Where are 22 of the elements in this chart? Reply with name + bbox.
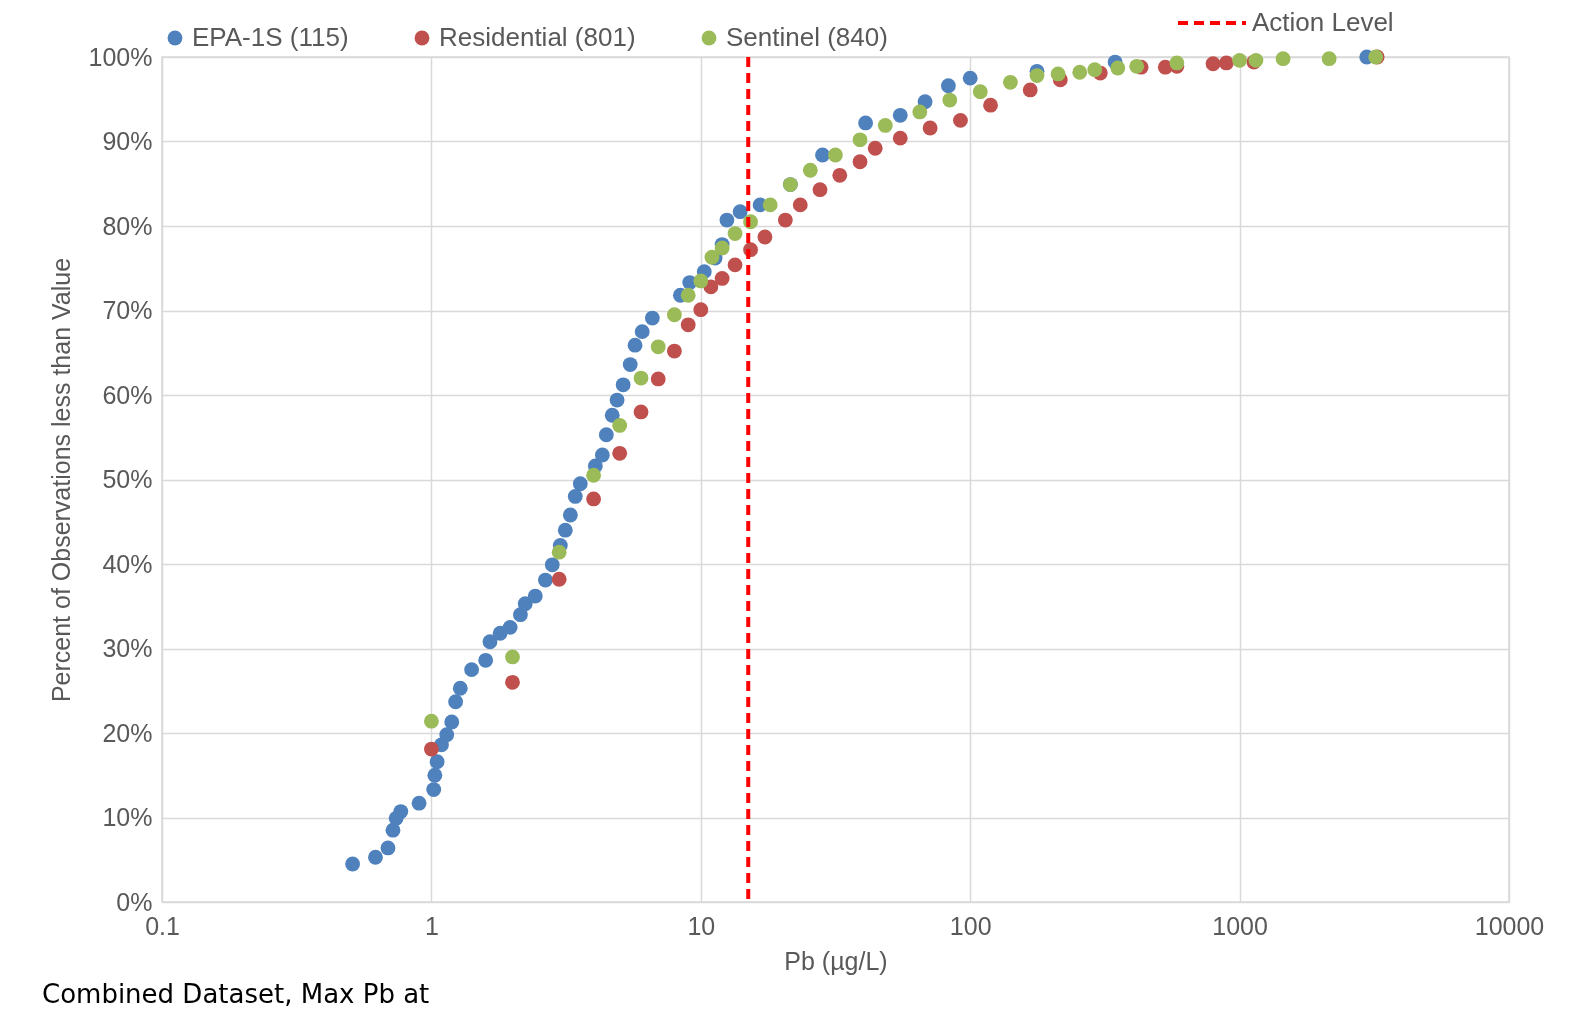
- y-tick-label: 30%: [102, 634, 153, 662]
- x-tick-label: 10: [687, 911, 716, 940]
- y-axis-title: Percent of Observations less than Value: [46, 257, 75, 703]
- y-tick-label: 40%: [102, 549, 153, 578]
- y-tick-label: 100%: [88, 42, 153, 71]
- x-axis-title: Pb (µg/L): [784, 946, 888, 975]
- y-tick-label: 70%: [102, 296, 153, 324]
- y-tick-label: 60%: [102, 380, 153, 409]
- legend-label: Residential (801): [439, 22, 636, 52]
- y-tick-label: 90%: [102, 127, 153, 155]
- legend-label: Action Level: [1252, 7, 1394, 37]
- y-tick-label: 80%: [102, 211, 153, 240]
- text: Combined Dataset, Max Pb at: [42, 979, 430, 1009]
- legend-label: EPA-1S (115): [192, 22, 349, 52]
- y-tick-label: 10%: [102, 803, 153, 831]
- legend-label: Sentinel (840): [726, 22, 888, 52]
- y-tick-label: 20%: [102, 718, 153, 747]
- x-tick-label: 100: [949, 911, 992, 940]
- x-tick-label: 1000: [1212, 911, 1268, 940]
- x-tick-label: 1: [424, 911, 439, 940]
- y-tick-label: 50%: [102, 465, 153, 493]
- x-tick-label: 10000: [1474, 911, 1545, 940]
